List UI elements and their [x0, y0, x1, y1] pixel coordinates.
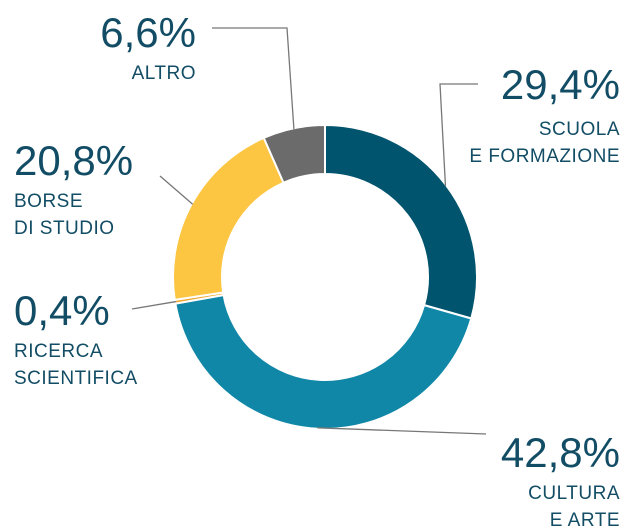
category-label: E ARTE — [550, 510, 620, 530]
leader-line — [159, 175, 194, 205]
leader-line — [439, 83, 478, 186]
value-label: 29,4% — [501, 61, 620, 108]
leader-line — [131, 300, 177, 310]
category-label: DI STUDIO — [14, 218, 115, 239]
category-label: BORSE — [14, 191, 83, 212]
category-label: ALTRO — [132, 63, 196, 84]
value-label: 20,8% — [14, 137, 133, 184]
category-label: SCIENTIFICA — [14, 368, 138, 389]
donut-segment — [324, 123, 478, 320]
donut-segment — [172, 136, 285, 301]
category-label: CULTURA — [528, 483, 620, 504]
value-label: 42,8% — [501, 429, 620, 476]
category-label: SCUOLA — [539, 119, 620, 140]
donut-segment — [174, 293, 473, 430]
value-label: 6,6% — [100, 9, 196, 56]
category-label: E FORMAZIONE — [469, 146, 620, 167]
donut-segment — [262, 123, 326, 185]
leader-line — [212, 27, 295, 130]
category-label: RICERCA — [14, 341, 103, 362]
leader-line — [317, 427, 487, 435]
value-label: 0,4% — [14, 287, 110, 334]
